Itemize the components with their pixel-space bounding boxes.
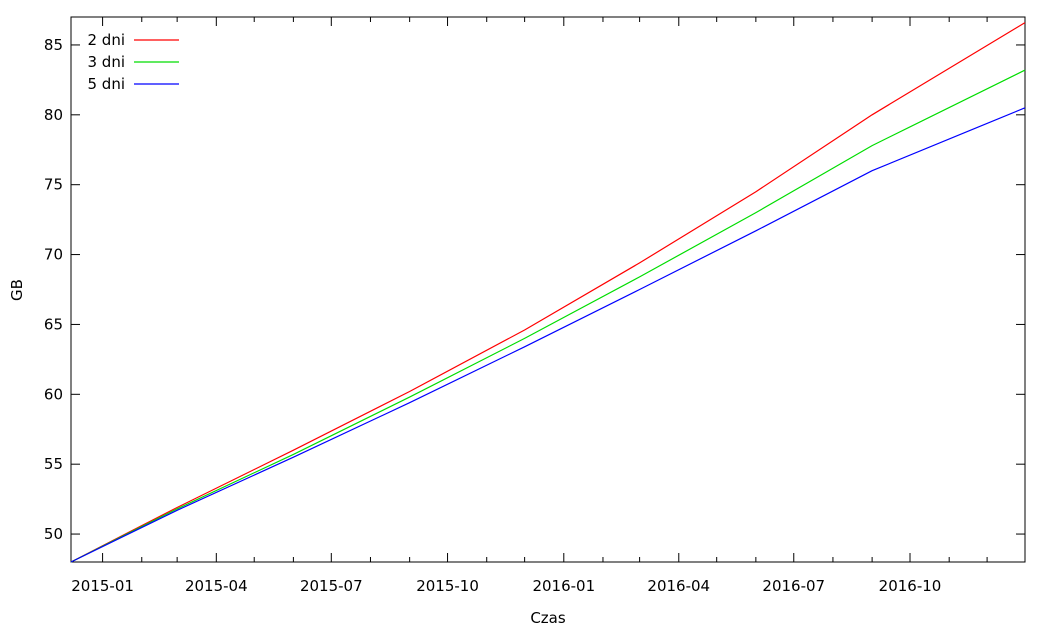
legend-label: 5 dni xyxy=(87,75,125,93)
y-tick-label: 75 xyxy=(44,176,63,194)
x-axis-label: Czas xyxy=(530,609,566,627)
series-line-3 xyxy=(70,107,1026,563)
y-tick-label: 80 xyxy=(44,106,63,124)
series-line-2 xyxy=(70,69,1026,563)
legend: 2 dni 3 dni 5 dni xyxy=(87,31,179,93)
legend-label: 2 dni xyxy=(87,31,125,49)
x-tick-label: 2015-04 xyxy=(185,577,248,595)
y-tick-label: 60 xyxy=(44,385,63,403)
y-axis-label: GB xyxy=(8,279,26,301)
x-axis-ticks: 2015-01 2015-04 2015-07 2015-10 2016-01 2016-… xyxy=(71,17,988,595)
x-tick-label: 2016-04 xyxy=(647,577,710,595)
x-tick-label: 2016-10 xyxy=(879,577,942,595)
x-tick-label: 2016-07 xyxy=(762,577,825,595)
y-tick-label: 85 xyxy=(44,36,63,54)
x-tick-label: 2015-07 xyxy=(300,577,363,595)
x-tick-label: 2015-01 xyxy=(71,577,134,595)
series-line-1 xyxy=(70,22,1026,563)
y-tick-label: 50 xyxy=(44,525,63,543)
y-tick-label: 65 xyxy=(44,315,63,333)
series-lines xyxy=(70,22,1026,563)
x-tick-label: 2015-10 xyxy=(416,577,479,595)
legend-label: 3 dni xyxy=(87,53,125,71)
plot-frame xyxy=(70,16,1026,563)
y-tick-label: 55 xyxy=(44,455,63,473)
x-tick-label: 2016-01 xyxy=(532,577,595,595)
y-axis-ticks: 50 55 60 65 70 75 80 85 xyxy=(44,36,1025,543)
y-tick-label: 70 xyxy=(44,246,63,264)
